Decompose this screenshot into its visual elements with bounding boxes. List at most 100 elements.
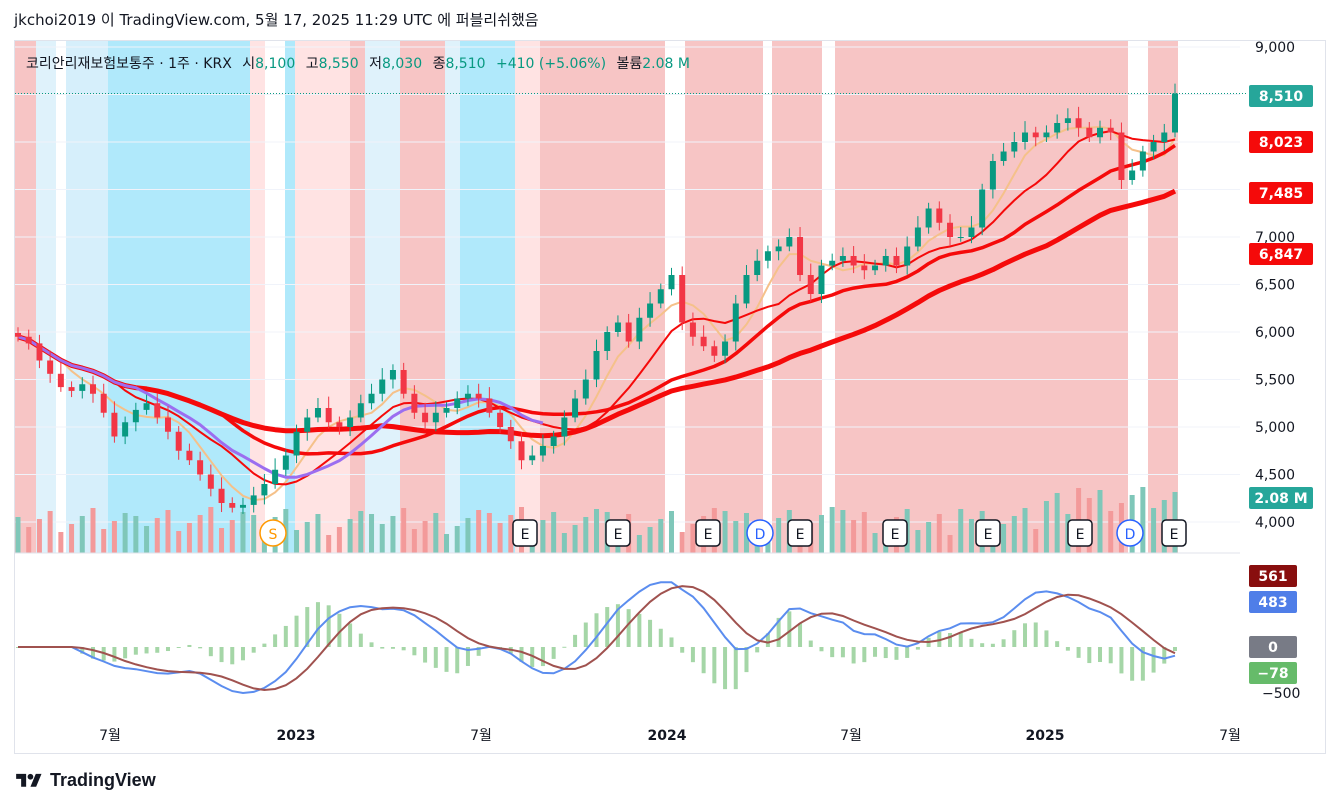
volume-bar [476,510,482,553]
volume-bar [454,526,460,553]
candle-body [572,398,579,418]
candle-body [861,265,868,271]
time-axis: 7월 2023 7월 2024 7월 2025 7월 [99,728,1241,744]
volume-bar [1043,501,1049,553]
macd-histogram-bar [283,625,288,647]
dividend-marker [1116,519,1144,547]
brand-name: TradingView [50,770,156,790]
price-axis-tick: 4,500 [1255,468,1295,484]
candle-body [989,161,996,190]
volume-bar [186,523,192,553]
volume-bar [1033,529,1039,553]
symbol-legend: 코리안리재보험보통주 · 1주 · KRX 시8,100 고8,550 저8,0… [26,53,690,73]
candle-body [893,256,900,266]
macd-tag-label: 483 [1258,595,1287,611]
time-axis-label: 7월 [840,728,862,744]
candle-body [668,275,675,290]
candle-body [882,256,889,266]
candle-body [1064,118,1071,123]
zone [665,41,685,553]
macd-histogram-bar [798,623,803,647]
candle-body [904,246,911,266]
candle-body [1086,127,1093,138]
price-tag-label: 8,510 [1259,89,1304,105]
macd-axis-tick: −500 [1262,686,1300,702]
candle-body [68,387,75,391]
open-label: 시 [242,56,256,72]
event-marker-letter: S [269,527,278,543]
candle-body [764,251,771,261]
high-value: 8,550 [318,56,359,72]
candle-body [797,237,804,275]
earnings-marker [605,519,631,547]
volume-bar [422,521,428,553]
candle-body [464,393,471,399]
candle-body [57,373,64,388]
zone [56,41,66,553]
macd-histogram-bar [648,619,653,647]
macd-histogram-bar [369,642,374,647]
candle-body [657,289,664,304]
macd-histogram-bar [219,647,224,663]
volume-bar [69,524,75,553]
volume-bar [336,527,342,553]
volume-bar [818,515,824,553]
macd-histogram-bar [680,647,685,653]
volume-bar [583,517,589,553]
zone [365,41,400,553]
candle-body [218,488,225,503]
candle-body [368,393,375,404]
macd-histogram-bar [401,647,406,651]
time-axis-label: 2023 [277,728,316,744]
zone [285,41,295,553]
earnings-marker [1161,519,1187,547]
volume-bar [594,509,599,553]
candle-body [636,317,643,342]
volume-bar [90,508,96,553]
macd-histogram-bar [594,613,599,647]
candle-body [293,431,300,456]
candle-body [25,336,32,344]
ma-120-line [17,188,1177,439]
candle-body [1161,132,1168,142]
macd-histogram-bar [851,647,856,664]
zone [350,41,365,553]
symbol-name[interactable]: 코리안리재보험보통주 · 1주 · KRX [26,56,232,72]
candle-body [411,393,418,413]
candle-body [604,332,611,351]
macd-histogram-bar [294,615,299,647]
macd-histogram-bar [326,605,331,647]
candle-body [582,379,589,399]
volume-bar [572,525,578,553]
macd-histogram-bar [1033,622,1038,647]
macd-histogram-bar [1065,647,1070,651]
zone [515,41,540,553]
macd-histogram-bar [1076,647,1081,658]
volume-bar [304,522,310,553]
macd-histogram-bar [358,633,363,647]
volume-bar [915,530,921,553]
macd-histogram-bar [390,647,395,649]
candle-body [432,412,439,423]
macd-histogram-bar [305,607,310,647]
volume-bar [240,512,246,553]
zone [66,41,108,553]
macd-histogram-bar [615,604,620,647]
macd-histogram-bar [1140,647,1145,681]
volume-bar [433,513,439,553]
candle-body [786,237,793,247]
macd-histogram-bar [723,647,728,690]
earnings-marker [975,519,1001,547]
tradingview-footer[interactable]: TradingView [14,770,156,791]
zone [400,41,445,553]
macd-histogram-bar [476,647,481,656]
zone [36,41,56,553]
volume-bar [79,516,85,553]
volume-bar [251,515,257,553]
macd-histogram-bar [155,647,160,653]
macd-histogram-bar [1087,647,1092,664]
volume-bar [540,520,546,553]
macd-histogram-bar [90,647,95,659]
candle-body [89,384,96,394]
